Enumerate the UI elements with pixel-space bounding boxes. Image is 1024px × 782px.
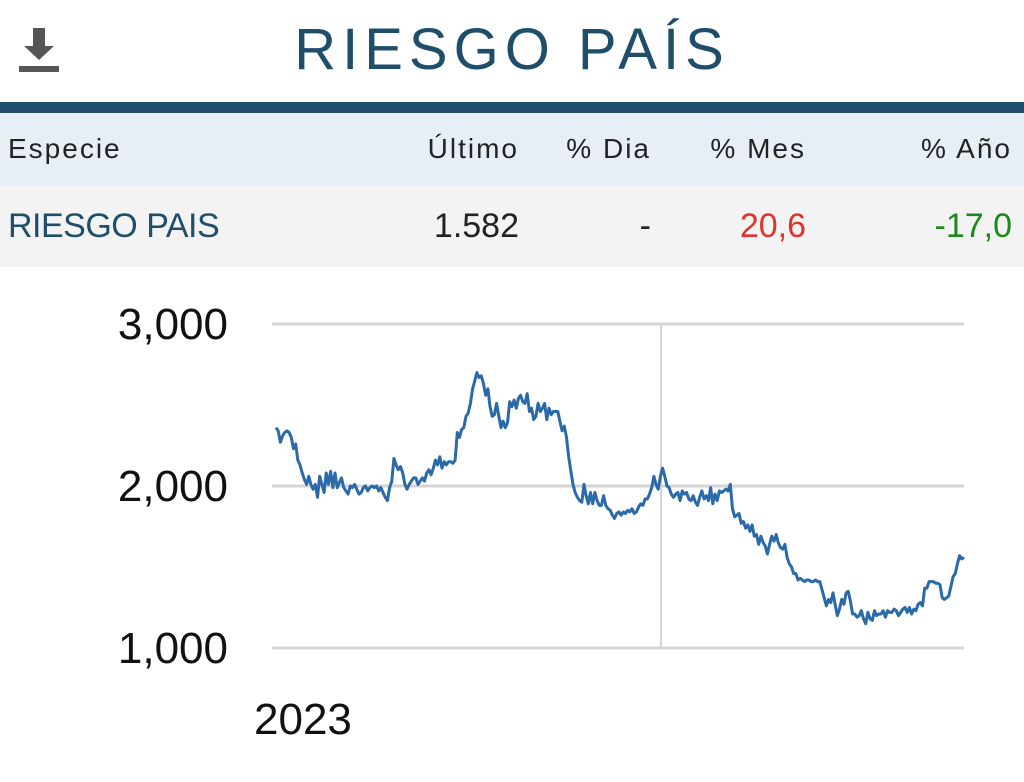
cell-dia: - (639, 207, 651, 245)
series-line-riesgo-pais (274, 371, 965, 626)
y-tick-label: 3,000 (118, 300, 228, 349)
column-header-ultimo[interactable]: Último (427, 133, 519, 164)
column-header-especie[interactable]: Especie (8, 133, 122, 164)
table-row[interactable]: RIESGO PAIS 1.582 - 20,6 -17,0 (0, 185, 1024, 267)
cell-especie[interactable]: RIESGO PAIS (8, 207, 220, 245)
cell-mes: 20,6 (739, 207, 806, 245)
y-axis: 3,000 2,000 1,000 (118, 300, 228, 673)
quote-table: Especie Último % Dia % Mes % Año RIESGO … (0, 113, 1024, 267)
x-tick-label: 2023 (254, 695, 352, 744)
y-tick-label: 2,000 (118, 462, 228, 511)
header-divider (0, 102, 1024, 113)
y-tick-label: 1,000 (118, 624, 228, 673)
column-header-mes[interactable]: % Mes (710, 133, 806, 164)
page-title: RIESGO PAÍS (294, 17, 730, 82)
column-header-ano[interactable]: % Año (921, 133, 1012, 164)
table-header-row: Especie Último % Dia % Mes % Año (0, 113, 1024, 185)
chart-grid (272, 322, 964, 650)
x-axis: 2023 (254, 695, 352, 744)
line-chart: 3,000 2,000 1,000 2023 (118, 300, 965, 744)
cell-ultimo: 1.582 (433, 207, 519, 245)
download-icon[interactable] (16, 26, 62, 74)
header: RIESGO PAÍS (0, 0, 1024, 102)
column-header-dia[interactable]: % Dia (566, 133, 651, 164)
cell-ano: -17,0 (934, 207, 1013, 245)
